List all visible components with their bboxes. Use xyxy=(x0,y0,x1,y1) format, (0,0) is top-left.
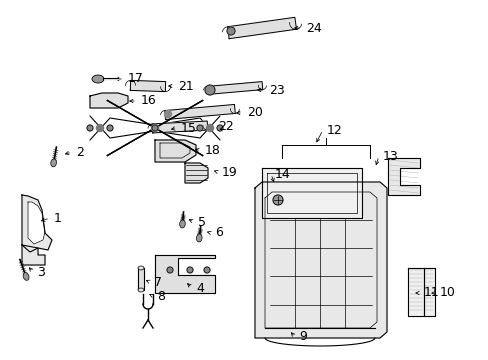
Polygon shape xyxy=(184,163,207,183)
Text: 22: 22 xyxy=(218,121,233,134)
Ellipse shape xyxy=(23,273,29,280)
Polygon shape xyxy=(207,82,262,94)
Text: 21: 21 xyxy=(178,80,193,93)
Text: 3: 3 xyxy=(37,266,45,279)
Circle shape xyxy=(164,111,171,117)
Text: 5: 5 xyxy=(198,216,205,229)
Circle shape xyxy=(272,195,283,205)
Circle shape xyxy=(151,125,158,131)
Circle shape xyxy=(152,125,158,131)
Polygon shape xyxy=(254,182,386,338)
Text: 17: 17 xyxy=(128,72,143,85)
Text: 8: 8 xyxy=(157,289,164,302)
Text: 12: 12 xyxy=(326,123,342,136)
Circle shape xyxy=(197,125,203,131)
Polygon shape xyxy=(28,202,45,244)
Text: 20: 20 xyxy=(246,107,263,120)
Ellipse shape xyxy=(92,75,104,83)
Circle shape xyxy=(167,267,173,273)
Ellipse shape xyxy=(196,234,202,242)
Text: 6: 6 xyxy=(215,226,223,239)
Polygon shape xyxy=(130,80,165,91)
Polygon shape xyxy=(387,158,419,195)
Polygon shape xyxy=(407,268,423,316)
Text: 10: 10 xyxy=(439,287,455,300)
Text: 4: 4 xyxy=(196,282,203,294)
Circle shape xyxy=(203,267,209,273)
Text: 11: 11 xyxy=(423,287,439,300)
Text: 18: 18 xyxy=(204,144,221,158)
Ellipse shape xyxy=(138,266,143,270)
Circle shape xyxy=(186,267,193,273)
Circle shape xyxy=(206,125,213,131)
Text: 16: 16 xyxy=(141,94,157,108)
Polygon shape xyxy=(152,121,207,133)
Text: 23: 23 xyxy=(268,84,284,96)
Polygon shape xyxy=(155,255,215,293)
Polygon shape xyxy=(138,268,143,290)
Circle shape xyxy=(96,125,103,131)
Ellipse shape xyxy=(138,288,143,292)
Polygon shape xyxy=(155,140,196,162)
Text: 14: 14 xyxy=(274,167,290,180)
Circle shape xyxy=(87,125,93,131)
Polygon shape xyxy=(22,195,52,252)
Text: 7: 7 xyxy=(154,275,162,288)
Circle shape xyxy=(107,125,113,131)
Ellipse shape xyxy=(179,220,185,228)
Polygon shape xyxy=(227,17,296,39)
Polygon shape xyxy=(22,245,45,265)
Ellipse shape xyxy=(51,159,56,167)
Text: 19: 19 xyxy=(222,166,237,179)
Text: 13: 13 xyxy=(382,149,398,162)
Text: 24: 24 xyxy=(305,22,321,35)
Polygon shape xyxy=(423,268,434,316)
Circle shape xyxy=(226,27,235,35)
Text: 15: 15 xyxy=(181,122,197,135)
Circle shape xyxy=(204,85,215,95)
Text: 9: 9 xyxy=(298,330,306,343)
Polygon shape xyxy=(90,93,128,108)
Polygon shape xyxy=(164,104,235,120)
Polygon shape xyxy=(262,168,361,218)
Circle shape xyxy=(217,125,223,131)
Text: 2: 2 xyxy=(76,145,84,158)
Text: 1: 1 xyxy=(54,211,62,225)
Circle shape xyxy=(152,125,158,131)
